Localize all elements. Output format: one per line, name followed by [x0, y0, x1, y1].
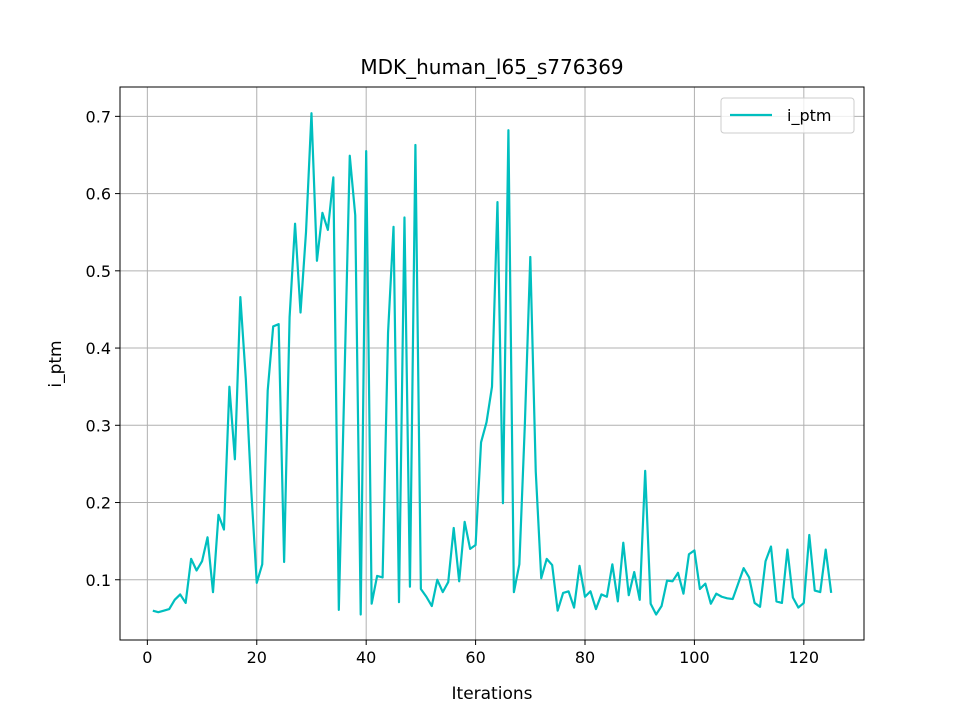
x-tick-label: 20: [247, 648, 267, 667]
y-axis-label: i_ptm: [46, 340, 66, 387]
y-tick-label: 0.6: [86, 185, 111, 204]
legend-box: [720, 97, 855, 134]
y-tick-label: 0.2: [86, 494, 111, 513]
y-tick-label: 0.1: [86, 571, 111, 590]
series-line-i-ptm: [152, 112, 833, 616]
y-tick-label: 0.4: [86, 339, 111, 358]
legend-label-i-ptm: i_ptm: [787, 106, 831, 126]
x-tick-label: 0: [142, 648, 152, 667]
y-tick-label: 0.5: [86, 262, 111, 281]
legend: i_ptm: [720, 97, 855, 134]
x-tick-label: 100: [679, 648, 710, 667]
x-tick-label: 40: [356, 648, 376, 667]
axis-ticks: 0 20 40 60 80 100 120 0.1 0.2 0.3 0.4 0.5 0.6 0.7: [86, 107, 820, 667]
x-tick-label: 80: [575, 648, 595, 667]
x-tick-label: 60: [465, 648, 485, 667]
plot-frame: [119, 86, 865, 641]
x-axis-label: Iterations: [452, 684, 533, 704]
y-tick-label: 0.3: [86, 416, 111, 435]
y-tick-label: 0.7: [86, 107, 111, 126]
chart-title: MDK_human_l65_s776369: [360, 55, 623, 79]
x-tick-label: 120: [789, 648, 820, 667]
